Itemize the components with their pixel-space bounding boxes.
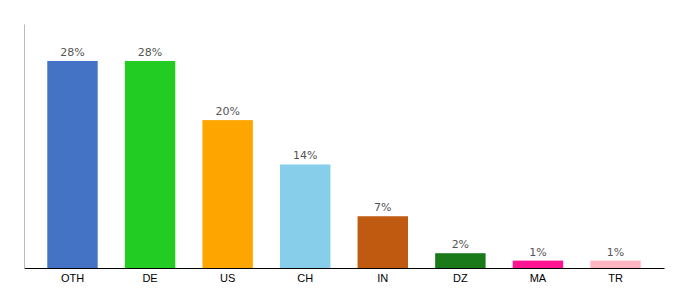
x-tick: CH [297,272,313,284]
data-label: 7% [374,201,391,214]
data-label: 28% [138,46,162,59]
bar [590,261,640,268]
data-label: 20% [215,105,239,118]
x-tick: OTH [61,272,84,284]
bar [202,120,252,268]
data-label: 14% [293,149,317,162]
bar [513,261,563,268]
chart-svg: 28% 28% 20% 14% 7% 2% 1% 1% OTH DE US CH IN DZ MA TR [0,0,680,300]
x-tick: DZ [453,272,468,284]
bar [358,216,408,268]
data-label: 28% [60,46,84,59]
bar [47,61,97,268]
y-axis-line [24,25,25,269]
x-axis: OTH DE US CH IN DZ MA TR [25,269,665,284]
y-axis [24,25,25,269]
x-tick-label: MA [530,272,547,284]
x-tick-label: OTH [61,272,84,284]
x-tick-label: CH [297,272,313,284]
x-tick-label: US [220,272,235,284]
data-label: 2% [452,238,469,251]
data-labels: 28% 28% 20% 14% 7% 2% 1% 1% [60,46,624,259]
x-tick: TR [608,272,623,284]
x-tick: MA [530,272,547,284]
chart-container: 28% 28% 20% 14% 7% 2% 1% 1% OTH DE US CH IN DZ MA TR [0,0,680,300]
bars [47,61,640,268]
bar [280,164,330,268]
x-tick: IN [377,272,388,284]
x-tick-label: TR [608,272,623,284]
x-tick-label: IN [377,272,388,284]
x-tick-label: DZ [453,272,468,284]
x-tick: US [220,272,235,284]
data-label: 1% [607,246,624,259]
data-label: 1% [529,246,546,259]
x-axis-line [25,268,665,269]
x-tick: DE [142,272,157,284]
bar [435,253,485,268]
plot: 28% 28% 20% 14% 7% 2% 1% 1% OTH DE US CH IN DZ MA TR [25,25,665,284]
bar [125,61,175,268]
x-tick-label: DE [142,272,157,284]
